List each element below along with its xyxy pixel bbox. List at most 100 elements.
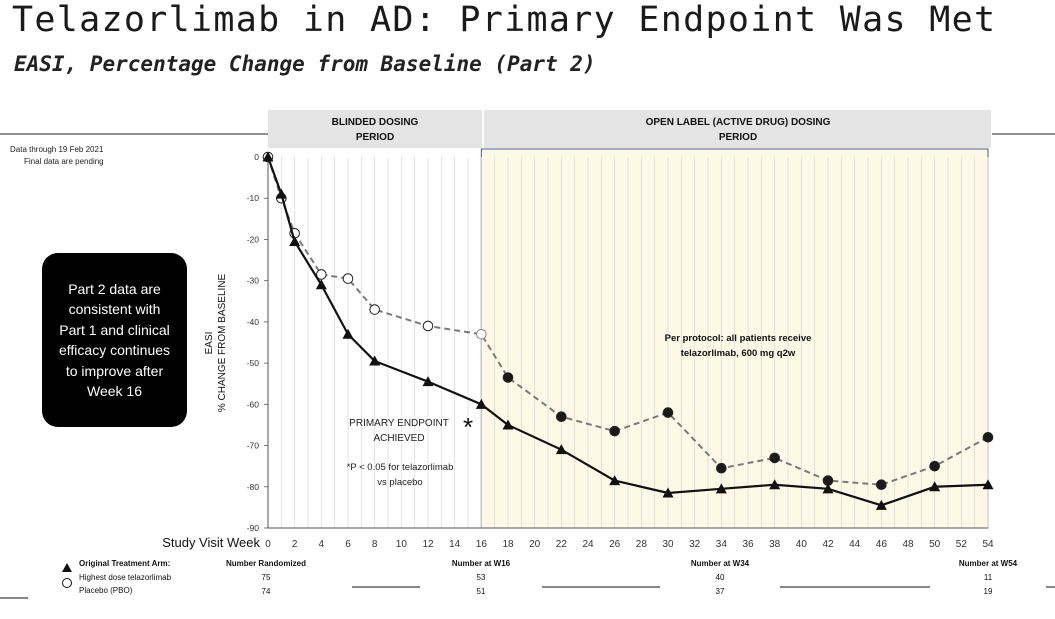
x-tick-label: 46 (876, 539, 888, 550)
placebo-point (342, 273, 354, 284)
x-tick-label: 10 (396, 539, 408, 550)
placebo-point (369, 304, 380, 315)
placebo-point (422, 320, 434, 332)
table-cell: 19 (984, 587, 993, 596)
placebo-point (876, 479, 887, 491)
table-cell: 51 (477, 587, 486, 596)
legend-header: Original Treatment Arm: (79, 559, 170, 568)
x-tick-label: 42 (822, 539, 834, 550)
placebo-point (476, 328, 487, 340)
placebo-point (502, 372, 514, 383)
telazorlimab-point (769, 479, 781, 490)
table-col-header: Number at W34 (691, 559, 750, 568)
x-tick-label: 26 (609, 539, 621, 550)
placebo-point (609, 425, 620, 437)
x-tick-label: 38 (769, 539, 781, 550)
telazorlimab-point (982, 479, 994, 490)
slide-title: Telazorlimab in AD: Primary Endpoint Was… (12, 0, 997, 40)
telazorlimab-point (609, 475, 621, 486)
telazorlimab-point (875, 499, 887, 510)
pvalue-annotation: *P < 0.05 for telazorlimab vs placebo (347, 462, 454, 488)
telazorlimab-point (275, 188, 287, 199)
y-tick-label: -10 (247, 193, 260, 203)
telazorlimab-point (262, 151, 274, 162)
table-col-header: Number at W16 (452, 559, 511, 568)
x-tick-label: 30 (662, 539, 674, 550)
telazorlimab-point (315, 279, 327, 290)
table-cell: 40 (716, 573, 725, 582)
placebo-line (267, 156, 989, 486)
telazorlimab-point (929, 481, 941, 492)
y-tick-labels: 0 -10 -20 -30 -40 -50 -60 -70 -80 -90 (247, 152, 268, 533)
placebo-point (929, 460, 940, 472)
placebo-point (716, 462, 727, 474)
x-tick-label: 2 (292, 539, 298, 550)
x-tick-label: 54 (982, 539, 994, 550)
telazorlimab-point (555, 444, 567, 455)
x-tick-label: 12 (422, 539, 434, 550)
x-tick-label: 32 (689, 539, 701, 550)
series-layer (262, 151, 994, 510)
x-tick-label: 24 (582, 539, 594, 550)
telazorlimab-point (715, 483, 727, 494)
footnote-line-1: Data through 19 Feb 2021 (10, 145, 104, 154)
telazorlimab-point (342, 328, 354, 339)
table-cell: 53 (477, 573, 486, 582)
y-tick-label: -60 (247, 399, 260, 409)
x-tick-label: 6 (345, 539, 351, 550)
placebo-point (769, 452, 780, 464)
x-tick-label: 34 (716, 539, 728, 550)
telazorlimab-point (502, 419, 514, 430)
period-header-open-label (484, 110, 991, 148)
y-tick-label: -20 (247, 234, 260, 244)
telazorlimab-point (369, 355, 381, 366)
period-label-open-label: OPEN LABEL (ACTIVE DRUG) DOSING PERIOD (646, 117, 831, 143)
endpoint-asterisk: * (463, 412, 473, 442)
table-cell: 11 (984, 573, 993, 582)
legend-marker-circle (62, 578, 72, 588)
table-cell: 75 (262, 573, 271, 582)
telazorlimab-line (266, 156, 989, 507)
y-tick-label: -70 (247, 441, 260, 451)
table-cell: 74 (262, 587, 271, 596)
telazorlimab-point (475, 398, 487, 409)
x-tick-label: 22 (556, 539, 568, 550)
y-tick-label: -50 (247, 358, 260, 368)
y-tick-label: 0 (254, 152, 259, 162)
protocol-annotation: Per protocol: all patients receive telazo… (665, 333, 812, 359)
x-axis-label: Study Visit Week (162, 535, 260, 550)
x-tick-label: 16 (476, 539, 488, 550)
placebo-point (316, 269, 327, 280)
x-tick-label: 20 (529, 539, 541, 550)
table-col-header: Number at W54 (959, 559, 1018, 568)
slide-subtitle: EASI, Percentage Change from Baseline (P… (14, 52, 596, 76)
x-tick-label: 28 (636, 539, 648, 550)
legend-table: Original Treatment Arm: Highest dose tel… (0, 559, 1055, 599)
y-axis-label: EASI% CHANGE FROM BASELINE (204, 273, 228, 412)
x-tick-label: 0 (265, 539, 271, 550)
x-tick-label: 18 (502, 539, 514, 550)
telazorlimab-point (662, 487, 674, 498)
placebo-point (982, 432, 994, 443)
legend-row-2-label: Placebo (PBO) (79, 586, 133, 595)
callout-box: Part 2 data are consistent with Part 1 a… (42, 253, 187, 427)
x-tick-label: 44 (849, 539, 861, 550)
vertical-gridlines (280, 157, 989, 528)
period-header-blinded (268, 110, 482, 148)
x-tick-labels: 0 2 4 6 8 10 12 14 16 18 20 22 24 26 28 30 32 34 36 38 40 42 4… (265, 539, 994, 550)
y-tick-label: -30 (247, 276, 260, 286)
footnote-line-2: Final data are pending (24, 157, 104, 166)
x-tick-label: 50 (929, 539, 941, 550)
y-tick-label: -90 (247, 523, 260, 533)
placebo-point (662, 407, 674, 418)
x-tick-label: 36 (742, 539, 754, 550)
y-tick-label: -80 (247, 482, 260, 492)
table-col-header: Number Randomized (226, 559, 306, 568)
table-cell: 37 (716, 587, 725, 596)
x-tick-label: 40 (796, 539, 808, 550)
x-tick-label: 48 (902, 539, 914, 550)
x-tick-label: 14 (449, 539, 461, 550)
endpoint-annotation: PRIMARY ENDPOINT ACHIEVED (349, 418, 449, 444)
legend-row-1-label: Highest dose telazorlimab (79, 573, 172, 582)
